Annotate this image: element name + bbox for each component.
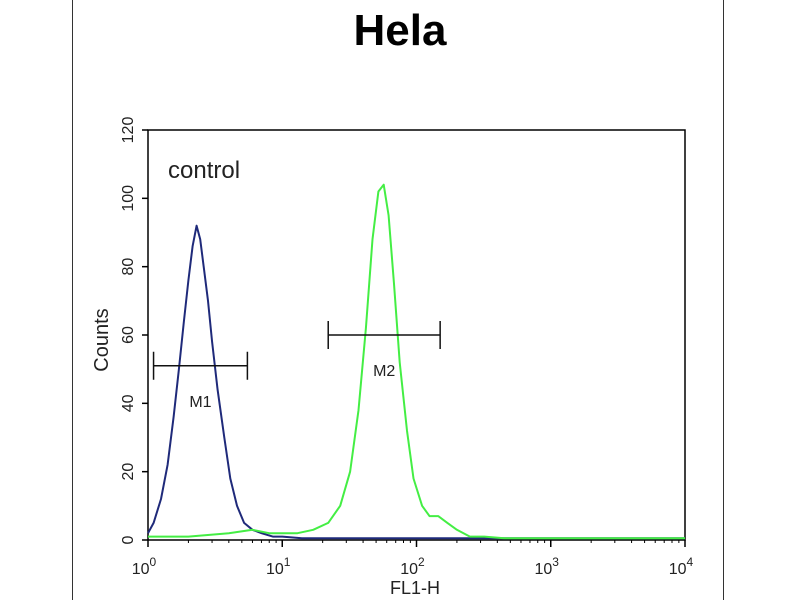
y-tick-label: 120: [120, 117, 137, 144]
x-axis: 100 101 102 103 104: [132, 540, 694, 578]
chart-frame: [72, 0, 724, 600]
marker-layer: M1 M2: [152, 321, 441, 411]
y-axis-label: Counts: [91, 308, 113, 371]
control-annotation: control: [168, 157, 240, 184]
series-line-1: [147, 224, 685, 540]
y-tick-label: 60: [120, 326, 137, 344]
y-tick-label: 0: [120, 535, 137, 544]
x-axis-label: FL1-H: [390, 578, 440, 598]
y-axis: 0 20 40 60 80 100 120: [120, 117, 148, 544]
y-tick-label: 80: [120, 258, 137, 276]
series-line-2: [148, 183, 685, 540]
chart-title: Hela: [353, 6, 447, 55]
x-tick-label: 102: [400, 555, 425, 578]
x-tick-label: 100: [132, 555, 157, 578]
y-tick-label: 100: [120, 185, 137, 212]
x-tick-label: 104: [669, 555, 694, 578]
marker-label: M2: [373, 363, 395, 380]
x-tick-label: 101: [266, 555, 291, 578]
y-tick-label: 40: [120, 394, 137, 412]
x-tick-label: 103: [535, 555, 560, 578]
y-tick-label: 20: [120, 463, 137, 481]
marker-label: M1: [189, 394, 211, 411]
series-layer: [147, 183, 685, 540]
